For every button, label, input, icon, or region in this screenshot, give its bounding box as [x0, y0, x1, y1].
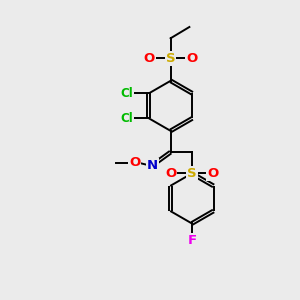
Text: Cl: Cl: [120, 87, 133, 100]
Text: S: S: [187, 167, 197, 180]
Text: O: O: [208, 167, 219, 180]
Text: S: S: [166, 52, 175, 65]
Text: F: F: [187, 235, 196, 248]
Text: O: O: [186, 52, 197, 65]
Text: O: O: [144, 52, 155, 65]
Text: O: O: [129, 156, 140, 169]
Text: Cl: Cl: [120, 112, 133, 125]
Text: O: O: [165, 167, 176, 180]
Text: N: N: [147, 159, 158, 172]
